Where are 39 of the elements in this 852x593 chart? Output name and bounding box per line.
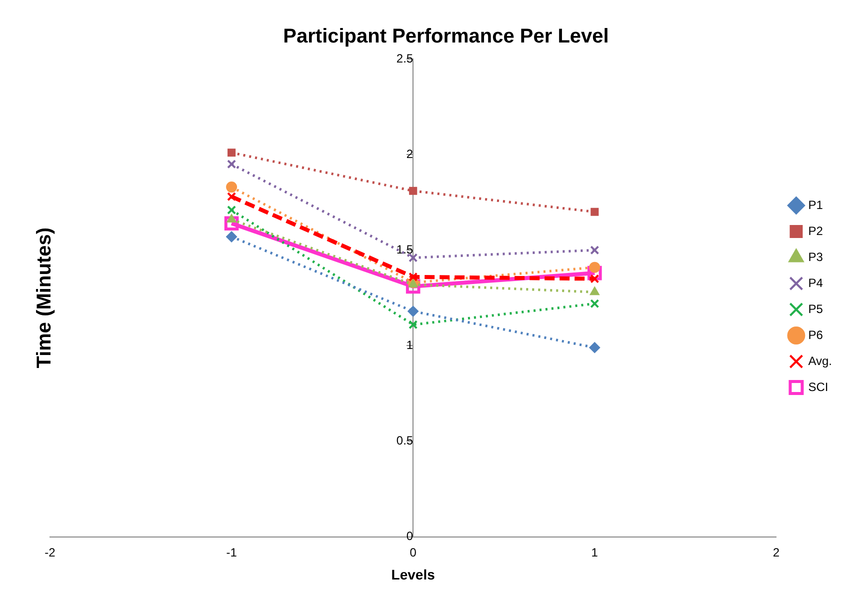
point [408, 306, 419, 317]
legend-label: P2 [808, 224, 824, 238]
x-tick-label: -2 [44, 545, 56, 560]
y-tick-label: 0.5 [396, 434, 414, 448]
point [590, 246, 600, 255]
point [409, 186, 418, 195]
point [408, 320, 418, 330]
point [590, 274, 600, 284]
chart-title: Participant Performance Per Level [283, 26, 609, 48]
point [590, 299, 600, 308]
point [408, 253, 418, 262]
x-tick-label: 2 [772, 545, 780, 560]
y-tick-label: 0 [406, 529, 414, 544]
point [589, 342, 600, 354]
point [228, 148, 236, 157]
legend-label: P6 [808, 328, 824, 342]
point [226, 231, 238, 242]
x-axis-title: Levels [391, 566, 436, 582]
point [227, 192, 236, 202]
legend-label: P3 [808, 250, 824, 264]
legend-label: Avg. [808, 354, 832, 368]
x-tick-label: 1 [591, 545, 598, 560]
point [590, 286, 600, 296]
point [227, 205, 236, 215]
legend-label: SCI [808, 380, 828, 394]
point [408, 272, 418, 282]
y-axis-title: Time (Minutes) [34, 228, 56, 368]
legend-label: P1 [808, 198, 824, 212]
point [590, 208, 599, 216]
y-tick-label: 2 [406, 146, 414, 161]
x-tick-label: -1 [226, 545, 238, 560]
point [226, 182, 238, 193]
y-tick-label: 2.5 [396, 51, 414, 66]
y-tick-label: 1 [406, 338, 414, 352]
point [224, 216, 239, 231]
legend-label: P5 [808, 302, 824, 316]
legend-label: P4 [808, 276, 824, 290]
point [227, 160, 236, 169]
y-tick-label: 1.5 [396, 242, 414, 256]
